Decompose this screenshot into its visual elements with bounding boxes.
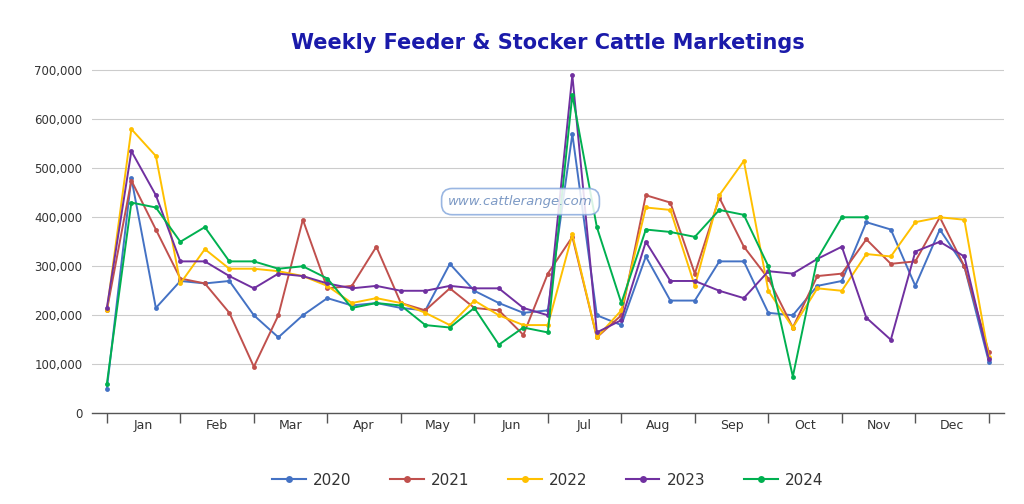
- Text: www.cattlerange.com: www.cattlerange.com: [449, 195, 593, 208]
- Legend: 2020, 2021, 2022, 2023, 2024: 2020, 2021, 2022, 2023, 2024: [266, 467, 829, 494]
- Title: Weekly Feeder & Stocker Cattle Marketings: Weekly Feeder & Stocker Cattle Marketing…: [291, 33, 805, 53]
